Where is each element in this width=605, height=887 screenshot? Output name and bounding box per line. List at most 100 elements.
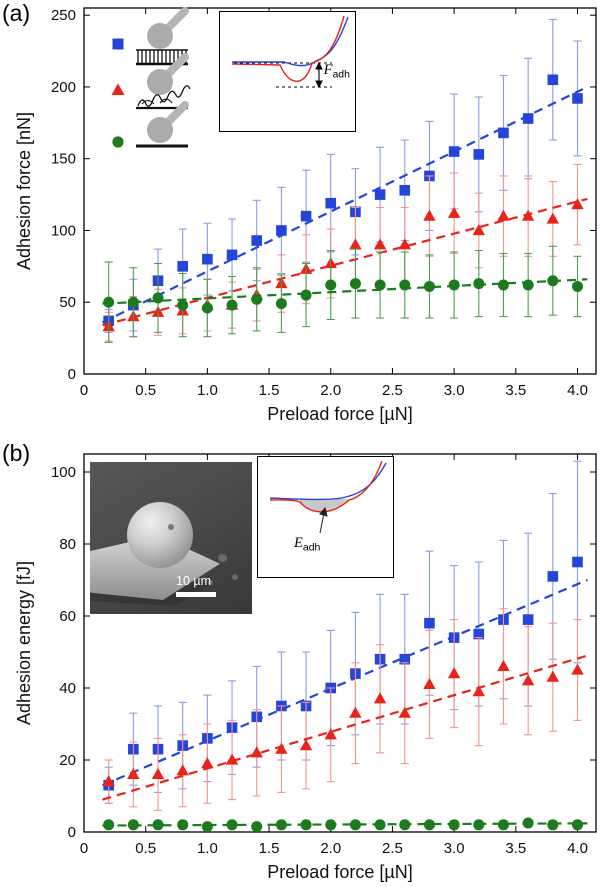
data-point-circle <box>103 296 115 308</box>
y-tick-label: 80 <box>59 536 76 553</box>
force-curve-plot <box>231 15 349 89</box>
data-point-triangle <box>102 775 115 787</box>
data-point-circle <box>201 302 213 314</box>
retract-curve-red <box>231 15 345 82</box>
plot-box <box>83 453 597 833</box>
eadh-arrow <box>319 506 328 534</box>
data-point-circle <box>251 821 263 833</box>
y-tick-label: 40 <box>59 680 76 697</box>
data-point-square <box>325 197 337 209</box>
data-point-circle <box>448 819 460 831</box>
data-point-triangle <box>151 767 165 779</box>
data-point-square <box>202 253 213 265</box>
data-point-circle <box>152 819 164 831</box>
y-tick-label: 100 <box>51 464 76 481</box>
data-point-square <box>374 189 386 200</box>
data-point-triangle <box>423 209 436 221</box>
data-point-circle <box>325 819 337 831</box>
data-point-triangle <box>546 670 560 682</box>
data-point-circle <box>300 819 312 831</box>
data-point-triangle <box>398 238 411 250</box>
data-point-triangle <box>423 677 436 689</box>
y-axis-label: Adhesion force [nN] <box>14 112 34 270</box>
x-tick-label: 2.0 <box>320 840 341 857</box>
y-tick-label: 100 <box>51 222 76 239</box>
approach-curve-blue <box>269 462 387 501</box>
trend-line <box>102 654 588 801</box>
y-tick-label: 150 <box>51 151 76 168</box>
data-point-circle <box>226 819 238 831</box>
x-tick-label: 0.5 <box>135 840 156 857</box>
data-point-circle <box>571 280 583 292</box>
data-point-triangle <box>497 209 510 221</box>
y-tick-label: 0 <box>68 366 76 383</box>
fadh-symbol: F <box>323 62 333 78</box>
data-point-triangle <box>349 238 362 250</box>
x-tick-label: 3.0 <box>444 382 465 399</box>
panel-label-a: (a) <box>2 0 31 26</box>
panel-label-b: (b) <box>2 440 31 466</box>
x-tick-label: 3.5 <box>505 840 526 857</box>
data-point-square <box>424 617 435 629</box>
data-point-circle <box>103 819 115 831</box>
x-tick-label: 0.5 <box>135 382 156 399</box>
trend-line <box>102 578 588 787</box>
data-point-triangle <box>521 209 535 221</box>
adhesion-energy-chart: 0 0.5 1.0 1.5 2.0 2.5 3.0 3.5 4.0 0 20 40 60 80 100 Pre… <box>14 453 597 882</box>
x-tick-label: 1.5 <box>259 840 280 857</box>
x-tick-label: 1.5 <box>259 382 280 399</box>
y-tick-label: 0 <box>68 824 76 841</box>
data-point-circle <box>571 819 583 831</box>
data-point-triangle <box>299 739 313 751</box>
x-tick-label: 4.0 <box>567 382 588 399</box>
x-tick-label: 3.5 <box>505 382 526 399</box>
data-point-circle <box>177 819 189 831</box>
x-tick-label: 0 <box>80 840 88 857</box>
data-point-triangle <box>398 706 411 718</box>
adhesion-force-chart: 0 0.5 1.0 1.5 2.0 2.5 3.0 3.5 4.0 0 50 100 150 200 250… <box>14 7 597 424</box>
substrate-droplet <box>218 554 227 562</box>
panel-b: (b) 0 0.5 1.0 1.5 2.0 2.5 3.0 3.5 4.0 0 20 40 60 80 10… <box>0 440 605 887</box>
data-point-triangle <box>497 659 510 671</box>
scale-bar <box>176 592 216 597</box>
data-point-circle <box>275 819 287 831</box>
eadh-symbol: E <box>294 535 303 551</box>
data-point-square <box>547 571 559 582</box>
eadh-label: Eadh <box>294 535 320 554</box>
adhesion-energy-shaded-area <box>300 499 349 512</box>
data-point-triangle <box>373 238 387 250</box>
energy-curve-inset: Eadh <box>257 456 394 578</box>
fadh-arrow <box>315 61 323 89</box>
data-point-circle <box>547 819 559 831</box>
data-point-square <box>522 113 534 124</box>
data-point-triangle <box>250 746 263 758</box>
trend-line <box>102 278 588 305</box>
data-point-circle <box>448 279 460 291</box>
x-tick-label: 2.5 <box>382 840 403 857</box>
data-point-triangle <box>349 706 362 718</box>
data-point-square <box>473 628 485 640</box>
data-point-triangle <box>447 206 461 218</box>
data-point-triangle <box>472 223 485 236</box>
data-point-circle <box>349 278 361 290</box>
x-tick-label: 1.0 <box>197 382 218 399</box>
data-point-square <box>547 74 559 86</box>
data-point-triangle <box>472 685 485 697</box>
data-point-circle <box>473 819 485 831</box>
plot-box <box>83 7 597 375</box>
y-tick-label: 200 <box>51 79 76 96</box>
data-point-square <box>522 614 534 625</box>
microsphere <box>127 502 193 568</box>
data-point-circle <box>423 280 435 292</box>
data-point-square <box>572 93 583 104</box>
data-point-circle <box>152 292 164 304</box>
x-tick-label: 2.5 <box>382 382 403 399</box>
x-axis-label: Preload force [µN] <box>267 862 412 882</box>
data-point-circle <box>522 817 534 829</box>
data-point-triangle <box>546 212 560 224</box>
data-point-circle <box>497 819 509 831</box>
x-tick-label: 0 <box>80 382 88 399</box>
y-tick-label: 50 <box>59 294 76 311</box>
substrate-droplet <box>232 574 238 580</box>
